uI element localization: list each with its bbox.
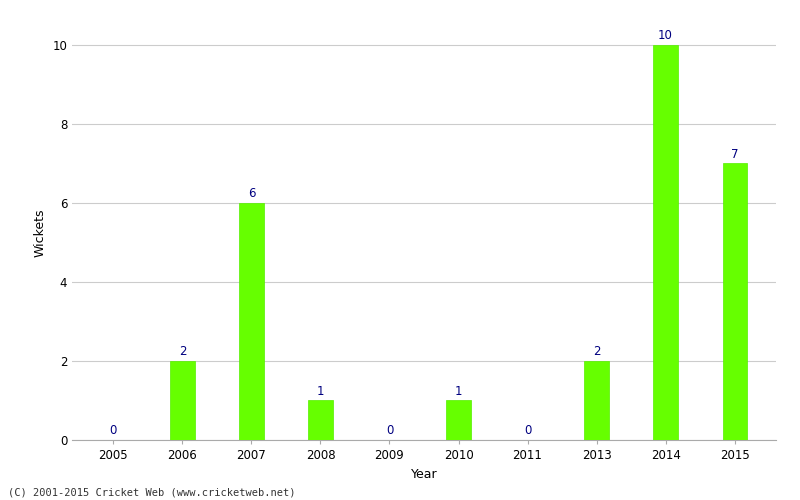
Text: 6: 6 <box>248 187 255 200</box>
Text: 0: 0 <box>110 424 117 437</box>
Text: 1: 1 <box>454 384 462 398</box>
Bar <box>722 164 746 440</box>
Bar <box>585 361 609 440</box>
Bar <box>239 203 263 440</box>
Text: 0: 0 <box>524 424 531 437</box>
Bar <box>308 400 333 440</box>
Bar <box>654 45 678 440</box>
Text: 0: 0 <box>386 424 393 437</box>
Y-axis label: Wickets: Wickets <box>34 208 46 257</box>
Text: (C) 2001-2015 Cricket Web (www.cricketweb.net): (C) 2001-2015 Cricket Web (www.cricketwe… <box>8 488 295 498</box>
Text: 1: 1 <box>317 384 324 398</box>
Text: 2: 2 <box>593 345 600 358</box>
Text: 10: 10 <box>658 29 673 42</box>
X-axis label: Year: Year <box>410 468 438 480</box>
Text: 7: 7 <box>731 148 738 160</box>
Bar <box>170 361 194 440</box>
Text: 2: 2 <box>178 345 186 358</box>
Bar <box>446 400 470 440</box>
